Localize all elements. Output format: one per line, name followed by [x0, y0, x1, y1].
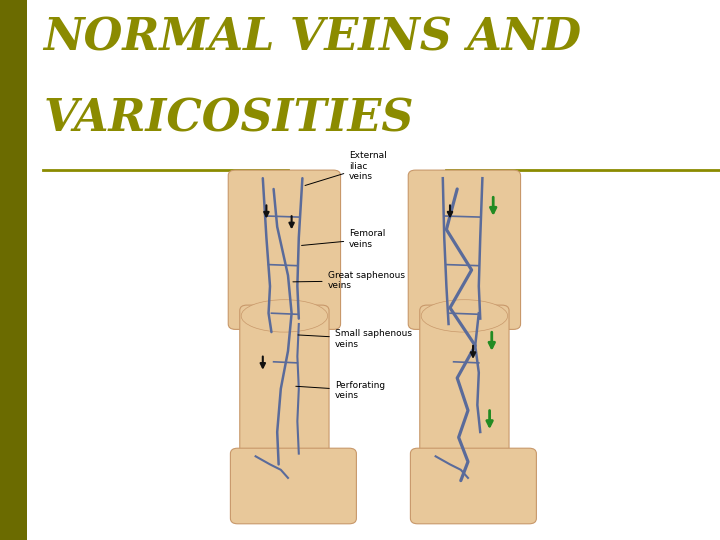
FancyBboxPatch shape — [410, 448, 536, 524]
Bar — [0, 0, 27, 540]
FancyBboxPatch shape — [420, 305, 509, 470]
Text: External
iliac
veins: External iliac veins — [305, 151, 387, 185]
FancyBboxPatch shape — [408, 170, 521, 329]
Ellipse shape — [241, 300, 328, 332]
Text: VARICOSITIES: VARICOSITIES — [43, 97, 414, 140]
Text: Femoral
veins: Femoral veins — [302, 230, 386, 249]
Text: Perforating
veins: Perforating veins — [296, 381, 385, 400]
FancyBboxPatch shape — [240, 305, 329, 470]
FancyBboxPatch shape — [228, 170, 341, 329]
Text: NORMAL VEINS AND: NORMAL VEINS AND — [43, 16, 581, 59]
Text: Small saphenous
veins: Small saphenous veins — [298, 329, 412, 349]
FancyBboxPatch shape — [230, 448, 356, 524]
Ellipse shape — [421, 300, 508, 332]
Text: Great saphenous
veins: Great saphenous veins — [293, 271, 405, 291]
